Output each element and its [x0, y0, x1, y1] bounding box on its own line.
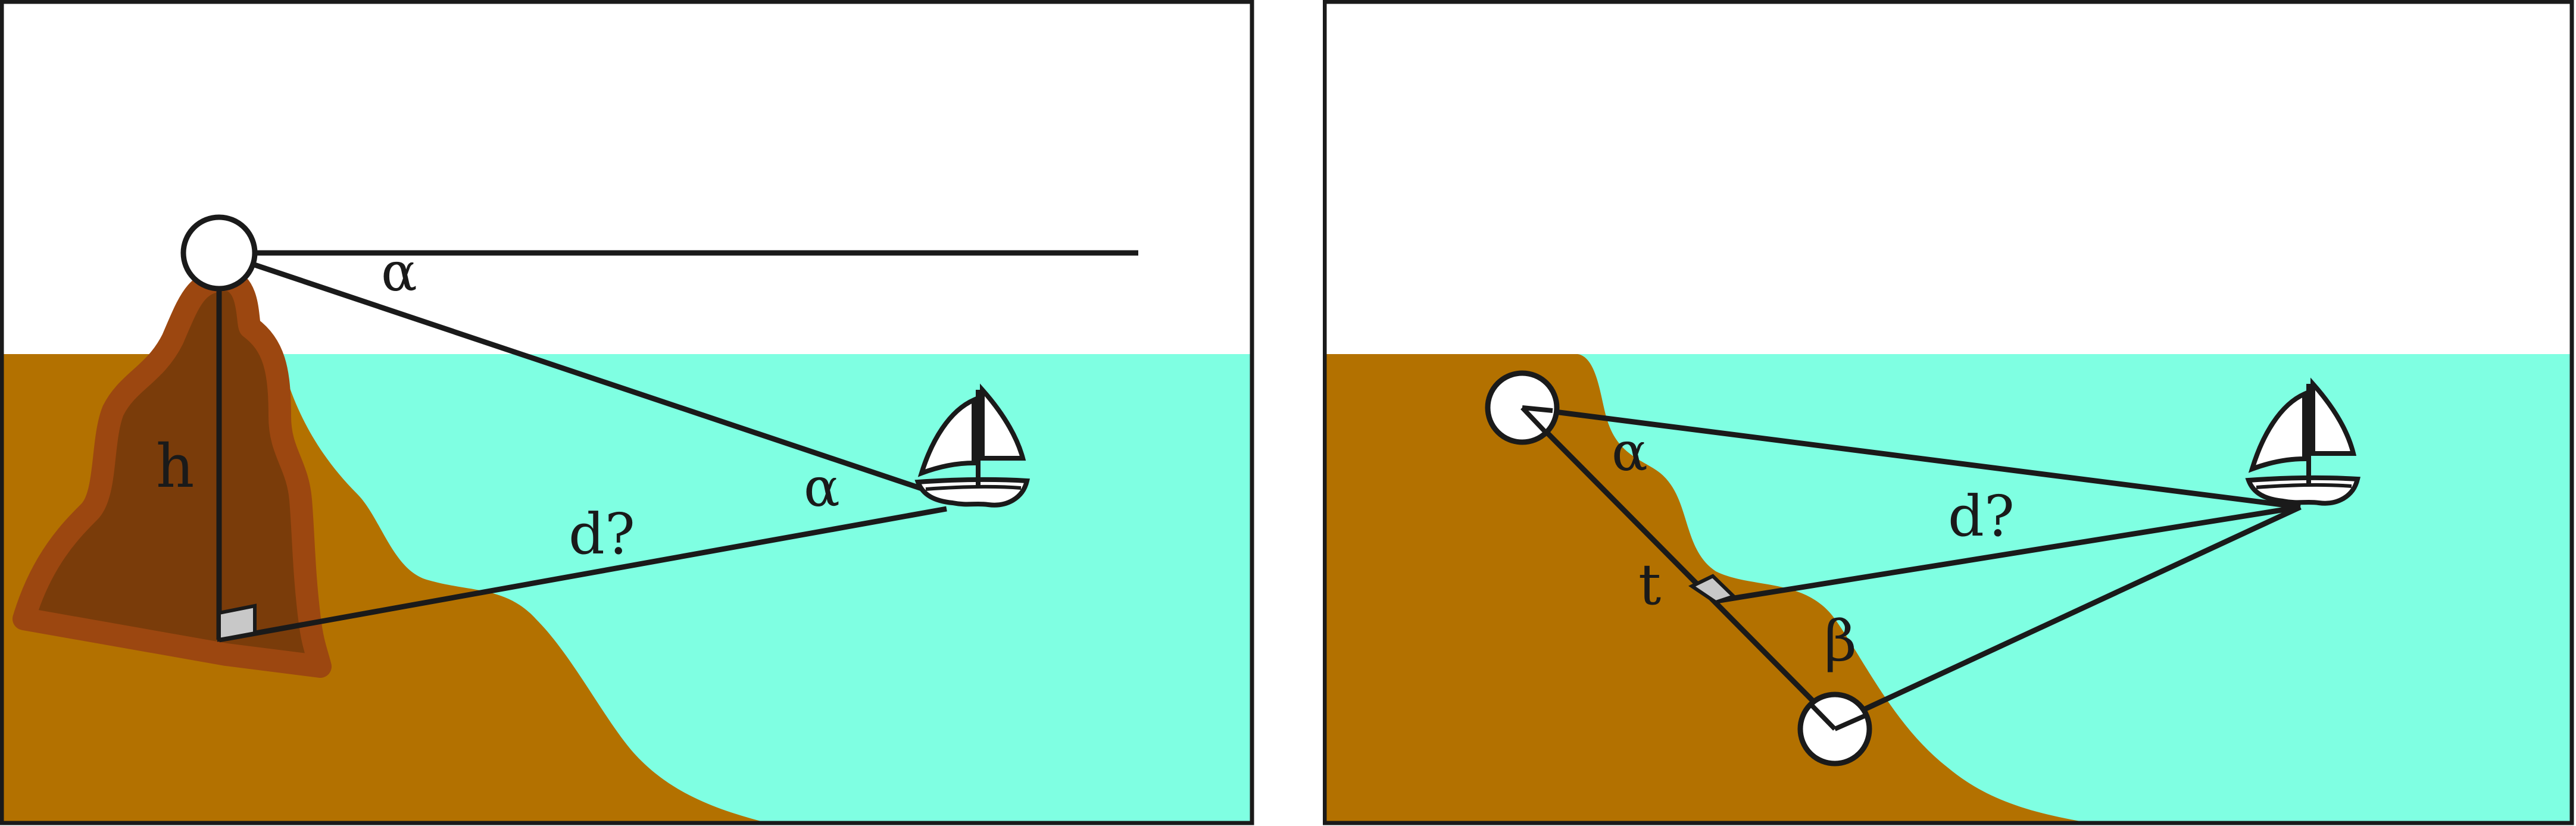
baseline-t-label: t: [1638, 552, 1661, 618]
right-angle-marker-icon: [1688, 574, 1737, 605]
right-diagram-panel: α β t d?: [1323, 0, 2576, 826]
angle-alpha-label: α: [1612, 421, 1648, 483]
right-angle-marker-icon: [217, 603, 257, 642]
distance-label: d?: [1948, 484, 2015, 549]
right-frame: [1323, 0, 2574, 825]
distance-label: d?: [569, 502, 635, 567]
angle-beta-label: β: [1824, 609, 1857, 674]
baseline-t: [1520, 405, 1837, 725]
sailboat-icon: [914, 383, 1030, 508]
line-of-sight: [218, 250, 948, 500]
angle-alpha-top-label: α: [381, 241, 417, 304]
right-diagram-svg: α β t d?: [1323, 0, 2574, 825]
observer-circle-icon: [180, 214, 258, 292]
angle-alpha-boat-label: α: [804, 456, 840, 519]
distance-line: [218, 506, 947, 643]
left-diagram-panel: α α h d?: [0, 0, 1256, 826]
sailboat-icon: [2245, 377, 2360, 506]
mountain-shape: [13, 268, 332, 678]
distance-line: [1715, 504, 2301, 604]
left-frame: [0, 0, 1254, 825]
sight-line-b-to-boat: [1834, 504, 2302, 726]
left-diagram-svg: α α h d?: [0, 0, 1254, 825]
height-label: h: [156, 431, 194, 501]
sight-line-a-to-boat: [1522, 405, 2301, 510]
